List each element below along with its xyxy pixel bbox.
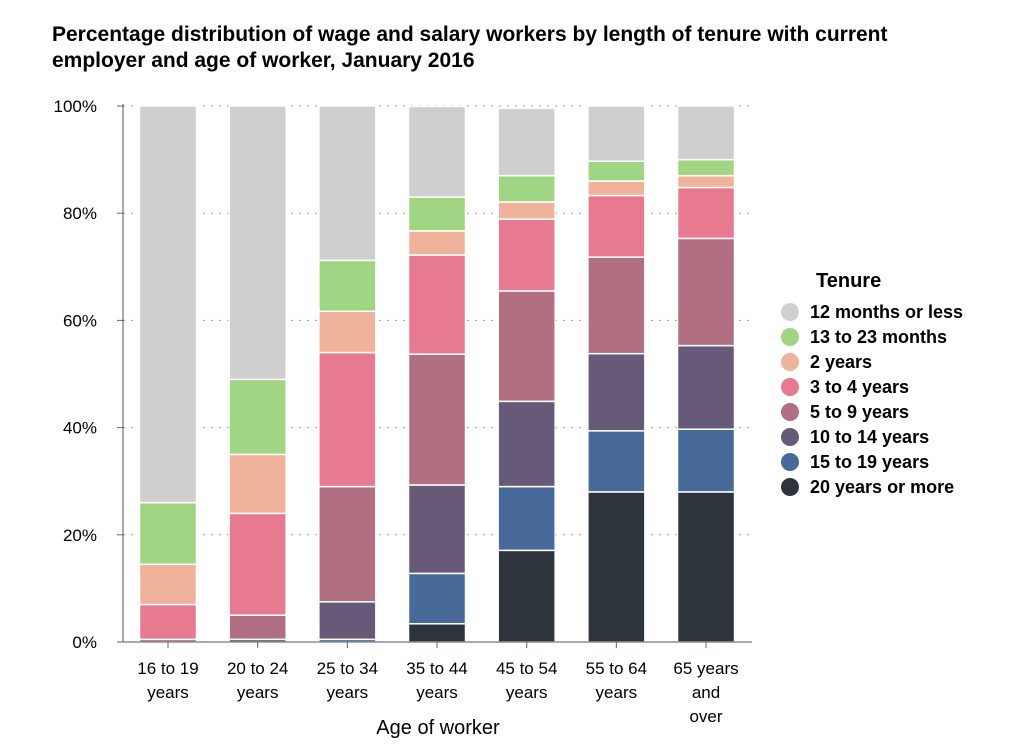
bar-segment <box>228 453 287 515</box>
legend-label: 13 to 23 months <box>810 327 947 347</box>
bar-segment <box>407 484 467 575</box>
bar-segment <box>228 512 287 616</box>
y-tick-label: 60% <box>63 311 97 330</box>
bar-segment <box>407 105 467 198</box>
bar-segment <box>676 174 736 189</box>
legend-swatch <box>781 403 799 421</box>
x-tick-label: 65 years and over <box>673 659 738 726</box>
bar-segment <box>497 290 556 403</box>
legend-label: 10 to 14 years <box>810 427 929 447</box>
legend-swatch <box>781 478 799 496</box>
legend-swatch <box>781 353 799 371</box>
legend-label: 3 to 4 years <box>810 377 909 397</box>
legend-swatch <box>781 428 799 446</box>
y-tick-label: 80% <box>63 204 97 223</box>
bar-segment <box>407 623 467 643</box>
bar-segment <box>138 105 198 504</box>
x-tick-label: 25 to 34 years <box>317 659 378 702</box>
legend: Tenure 12 months or less 13 to 23 months 2… <box>781 270 963 497</box>
bar-segment <box>676 237 736 347</box>
bar-segment <box>407 230 467 256</box>
x-tick-label: 35 to 44 years <box>406 659 467 702</box>
legend-label: 5 to 9 years <box>810 402 909 422</box>
bar-segment <box>587 430 646 493</box>
bar-segment <box>676 491 736 643</box>
bar-segment <box>497 174 556 203</box>
bar-segment <box>228 614 287 641</box>
legend-label: 2 years <box>810 352 872 372</box>
bar-segment <box>587 491 646 643</box>
bar-segment <box>587 194 646 258</box>
legend-label: 12 months or less <box>810 302 963 322</box>
x-tick-label: 20 to 24 years <box>227 659 288 702</box>
x-axis-title: Age of worker <box>376 717 500 739</box>
bar-segment <box>138 603 198 641</box>
bar-segment <box>676 105 736 161</box>
bar-segment <box>587 105 646 162</box>
y-tick-label: 0% <box>72 633 97 652</box>
x-tick-label: 55 to 64 years <box>586 659 647 702</box>
bar-segment <box>138 563 198 606</box>
bar-stacks <box>138 105 736 643</box>
bar-segment <box>407 196 467 232</box>
legend-title: Tenure <box>816 270 881 292</box>
x-tick-label: 16 to 19 years <box>137 659 198 702</box>
legend-swatch <box>781 303 799 321</box>
bar-segment <box>138 501 198 566</box>
x-tick-label: 45 to 54 years <box>496 659 557 702</box>
bar-segment <box>318 310 377 354</box>
bar-segment <box>497 107 556 177</box>
bar-segment <box>407 353 467 486</box>
legend-label: 20 years or more <box>810 477 954 497</box>
legend-label: 15 to 19 years <box>810 452 929 472</box>
bar-segment <box>497 485 556 552</box>
bar-segment <box>497 400 556 488</box>
bar-segment <box>318 485 377 603</box>
y-tick-label: 100% <box>54 97 97 116</box>
bar-segment <box>587 160 646 182</box>
axes: 0% 20% 40% 60% 80% 100% 16 to 19 years 20 to 24 y… <box>54 97 752 726</box>
legend-swatch <box>781 328 799 346</box>
bar-segment <box>318 259 377 313</box>
legend-swatch <box>781 453 799 471</box>
bar-segment <box>407 254 467 355</box>
bar-segment <box>318 105 377 262</box>
bar-segment <box>318 601 377 641</box>
bar-segment <box>587 352 646 432</box>
bar-segment <box>676 428 736 493</box>
bar-segment <box>318 351 377 488</box>
bar-segment <box>676 344 736 430</box>
bar-segment <box>676 158 736 177</box>
y-tick-label: 40% <box>63 419 97 438</box>
bar-segment <box>407 572 467 625</box>
legend-swatch <box>781 378 799 396</box>
bar-segment <box>587 256 646 355</box>
bar-segment <box>228 105 287 381</box>
chart-title: Percentage distribution of wage and sala… <box>52 23 888 72</box>
bar-segment <box>497 549 556 643</box>
bar-segment <box>587 180 646 197</box>
gridlines <box>123 105 752 536</box>
y-tick-label: 20% <box>63 526 97 545</box>
bar-segment <box>497 218 556 292</box>
bar-segment <box>497 201 556 220</box>
bar-segment <box>228 378 287 456</box>
bar-segment <box>676 186 736 240</box>
